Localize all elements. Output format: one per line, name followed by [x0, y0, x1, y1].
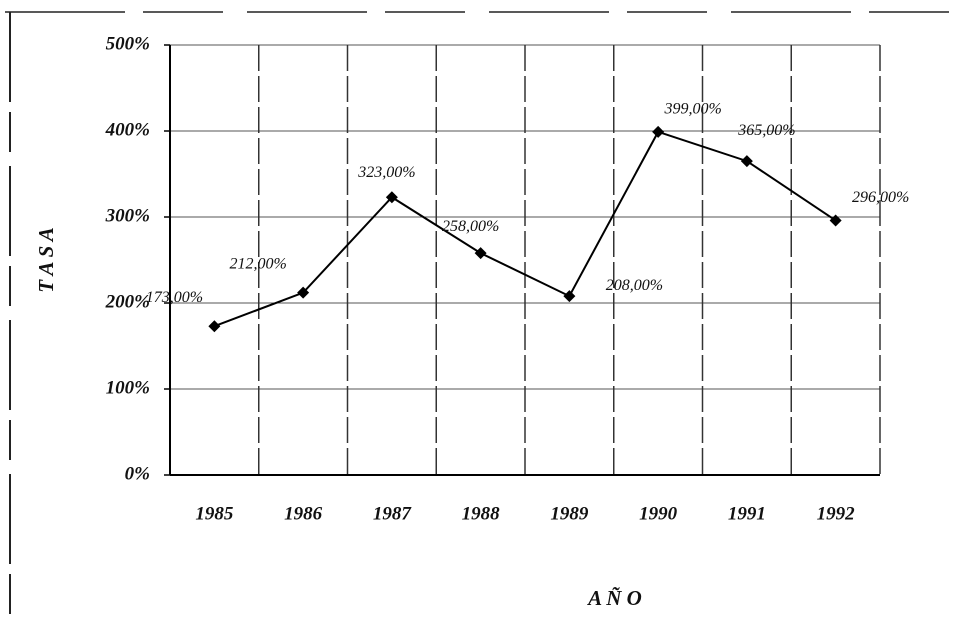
x-tick-label: 1990 [639, 503, 678, 524]
marker [829, 214, 842, 227]
marker [208, 320, 221, 333]
x-tick-label: 1985 [195, 503, 234, 524]
y-tick-label: 300% [105, 205, 150, 226]
x-tick-label: 1988 [462, 503, 501, 524]
marker [385, 191, 398, 204]
line [214, 130, 837, 328]
marker [474, 247, 487, 260]
x-tick-label: 1991 [728, 503, 766, 524]
y-tick-label: 500% [106, 33, 150, 54]
value-label: 208,00% [606, 277, 663, 294]
x-axis-label: A Ñ O [586, 586, 642, 610]
y-tick-label: 100% [106, 377, 150, 398]
y-tick-label: 400% [105, 119, 150, 140]
marker [563, 290, 576, 303]
value-label: 296,00% [852, 189, 909, 206]
value-label: 212,00% [229, 255, 286, 272]
value-label: 365,00% [737, 122, 795, 139]
x-tick-label: 1987 [373, 503, 413, 524]
value-label: 173,00% [146, 289, 203, 306]
x-tick-label: 1989 [550, 503, 589, 524]
x-tick-label: 1992 [817, 503, 856, 524]
y-axis-label: T A S A [34, 227, 58, 293]
marker [740, 155, 753, 168]
x-tick-label: 1986 [284, 503, 323, 524]
marker [652, 125, 665, 138]
value-label: 323,00% [357, 164, 415, 181]
marker [297, 286, 310, 299]
y-tick-label: 200% [105, 291, 150, 312]
y-tick-label: 0% [125, 463, 150, 484]
value-label: 258,00% [442, 218, 499, 235]
value-label: 399,00% [663, 101, 721, 118]
